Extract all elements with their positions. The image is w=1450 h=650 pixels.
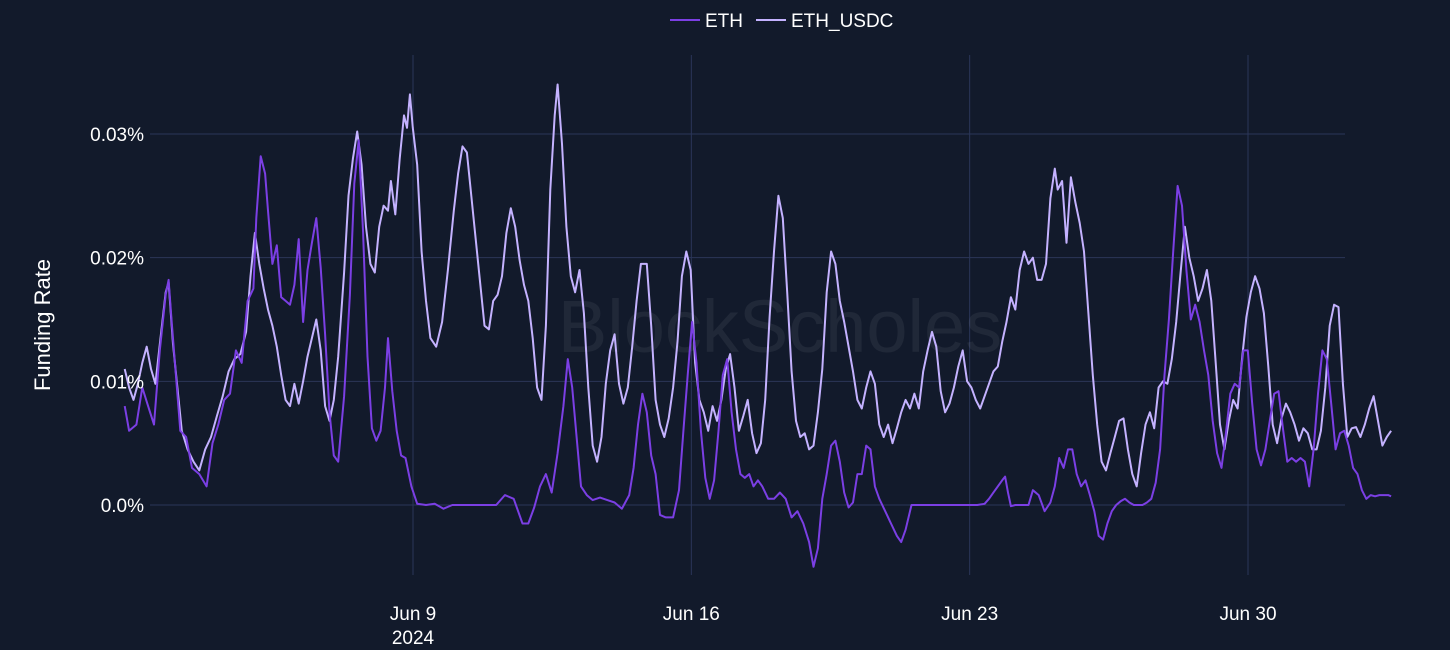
y-tick-label: 0.0% [101, 496, 144, 517]
y-axis-title: Funding Rate [30, 259, 55, 391]
legend: ETH ETH_USDC [670, 11, 893, 32]
y-axis-ticks: 0.0% 0.01% 0.02% 0.03% [90, 125, 144, 517]
series-layer [123, 83, 1392, 568]
y-tick-label: 0.01% [90, 372, 144, 393]
x-tick-sublabel: 2024 [392, 628, 435, 649]
x-tick-label: Jun 30 [1219, 604, 1276, 625]
x-tick-label: Jun 16 [663, 604, 720, 625]
series-line-eth [123, 139, 1392, 568]
gridlines [150, 55, 1345, 575]
series-line-eth-usdc [123, 83, 1392, 488]
legend-item-eth[interactable]: ETH [670, 11, 743, 32]
y-tick-label: 0.03% [90, 125, 144, 146]
legend-label-eth: ETH [705, 11, 743, 32]
watermark-text: BlockScholes [558, 285, 1002, 368]
x-tick-label: Jun 23 [941, 604, 998, 625]
x-tick-label: Jun 9 [390, 604, 436, 625]
y-tick-label: 0.02% [90, 249, 144, 270]
x-axis-ticks: Jun 9 2024 Jun 16 Jun 23 Jun 30 [390, 604, 1277, 649]
legend-label-eth-usdc: ETH_USDC [791, 11, 893, 32]
legend-item-eth-usdc[interactable]: ETH_USDC [756, 11, 893, 32]
